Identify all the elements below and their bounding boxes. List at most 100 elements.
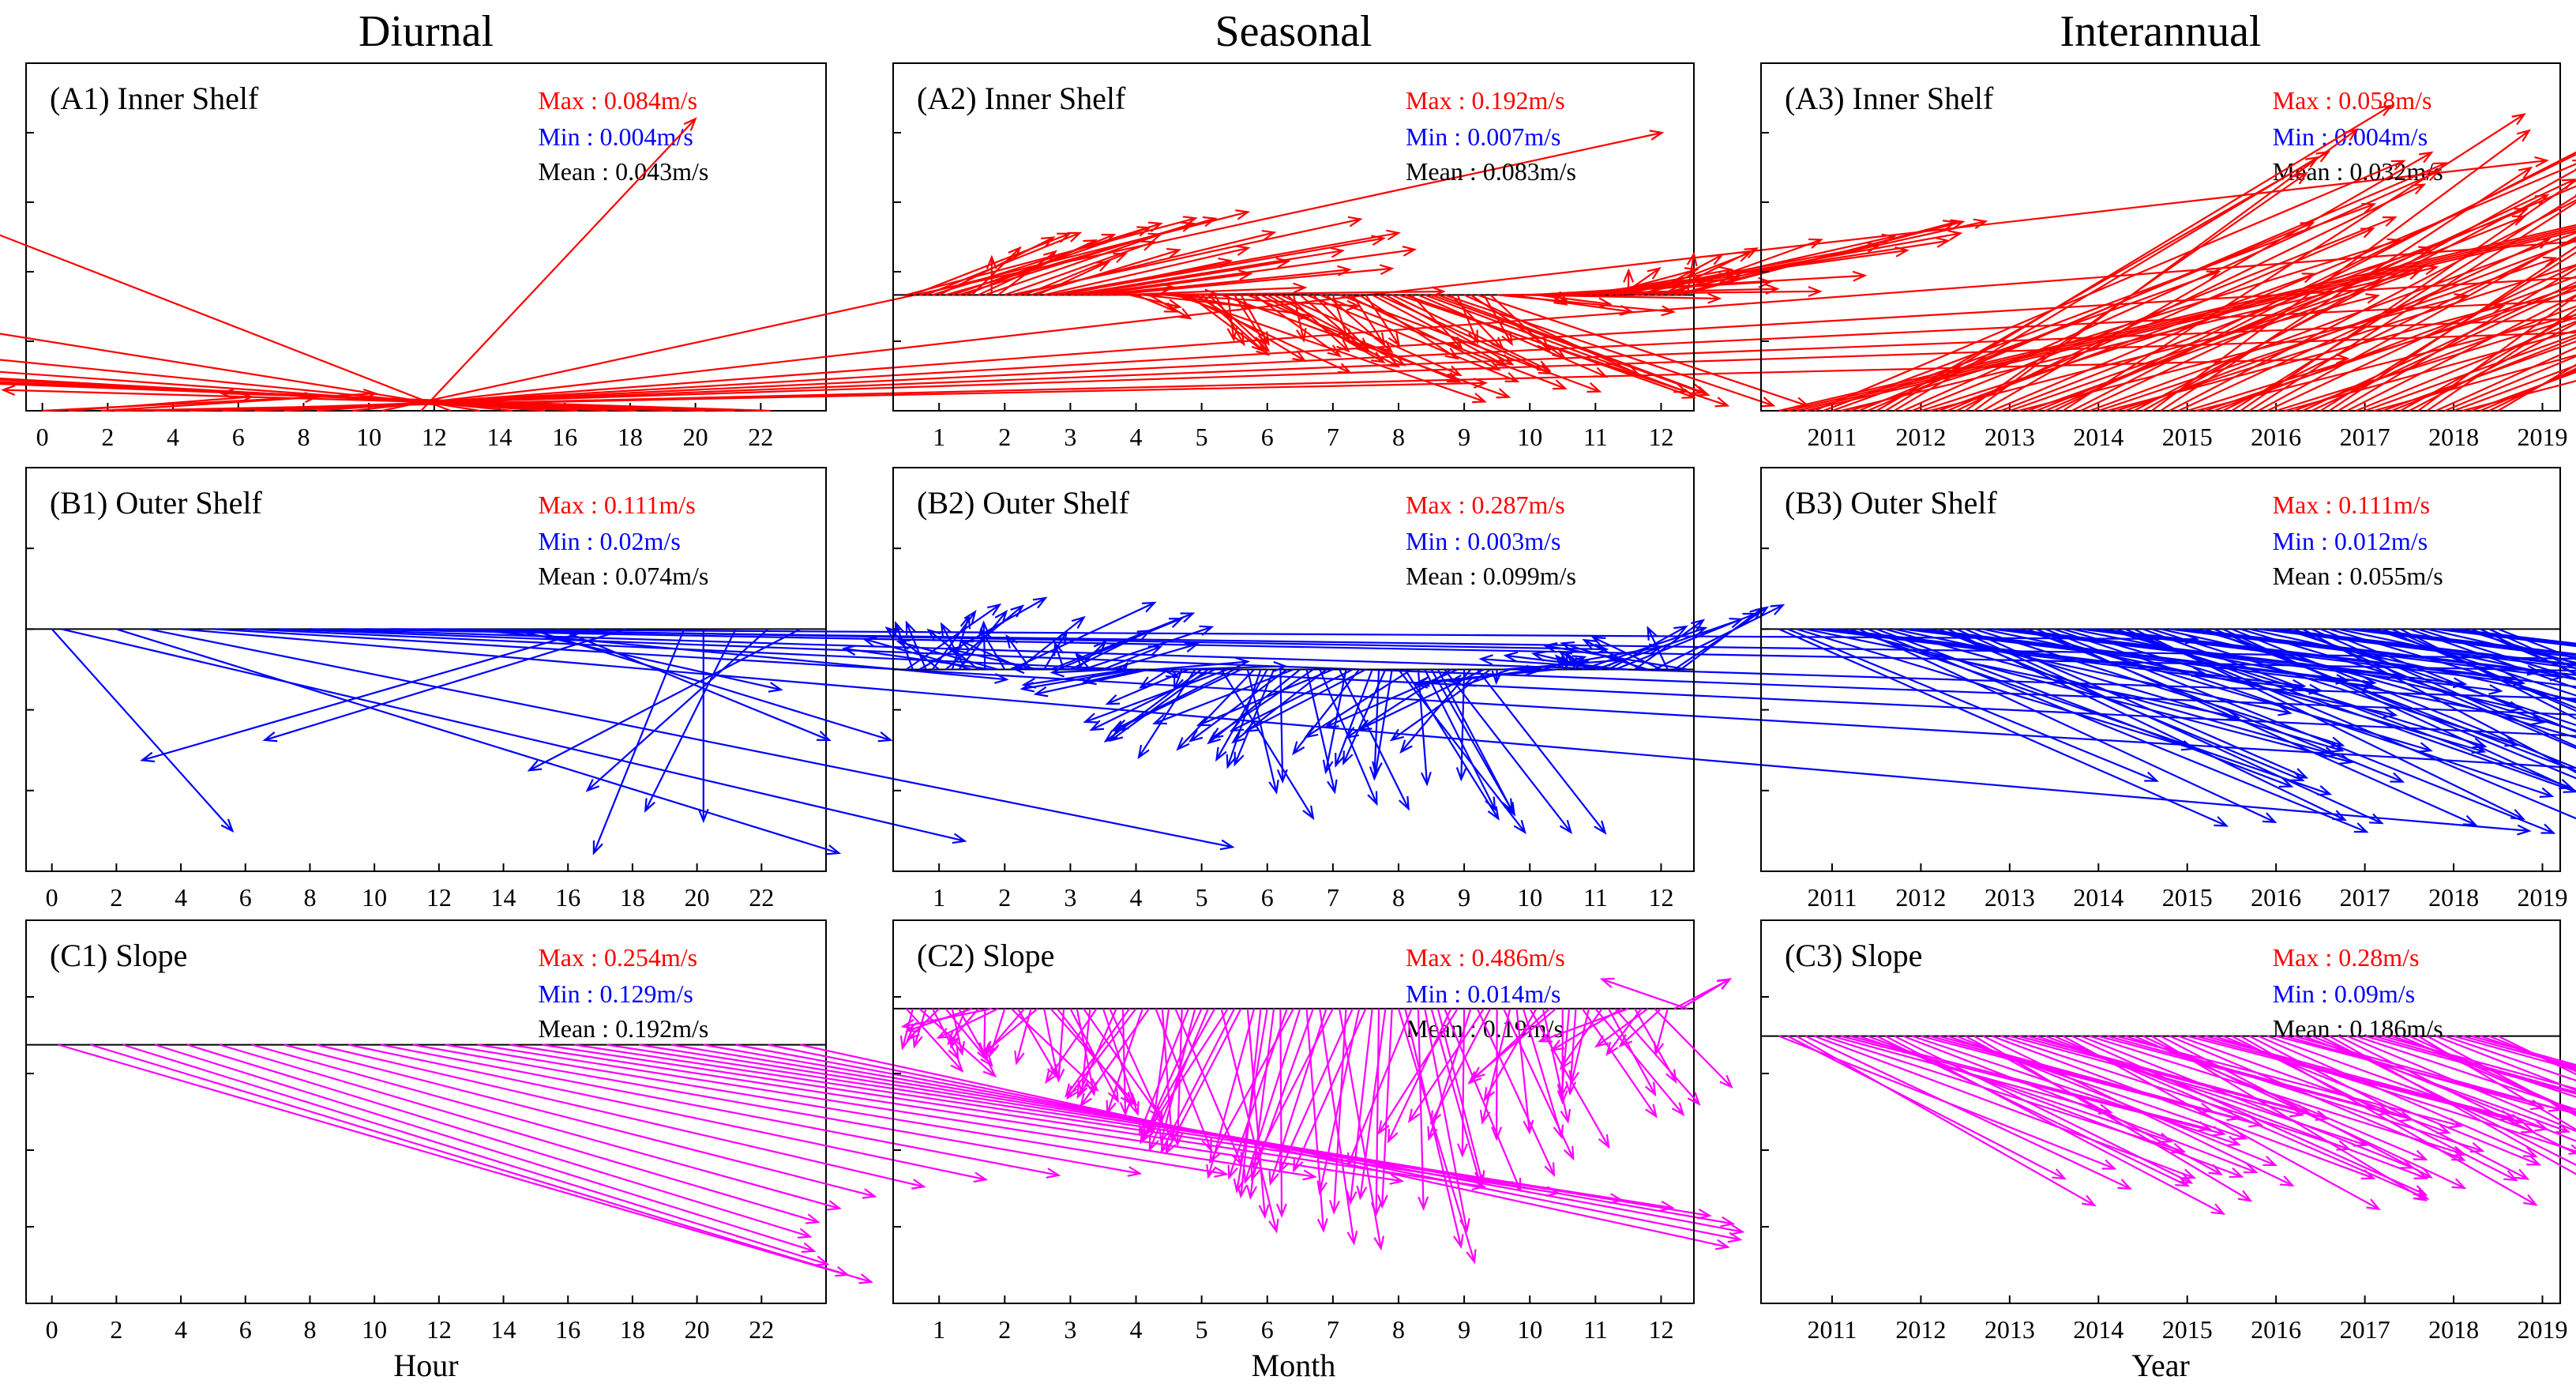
vector-arrowhead bbox=[1235, 245, 1251, 256]
x-tick-label: 22 bbox=[749, 1315, 774, 1344]
vector-arrowhead bbox=[1444, 348, 1460, 360]
current-vector bbox=[2160, 167, 2532, 412]
x-tick-label: 10 bbox=[356, 423, 381, 451]
vector-arrowhead bbox=[2082, 1194, 2097, 1207]
x-tick-label: 18 bbox=[620, 1315, 645, 1344]
current-vector bbox=[116, 628, 839, 855]
current-vector bbox=[2169, 199, 2576, 412]
current-vector bbox=[1226, 295, 1235, 340]
current-vector bbox=[2311, 628, 2576, 747]
panel-b3: 2011 2012 2013 2014 2015 2016 2017 2018 2019 (B3)… bbox=[1760, 467, 2576, 912]
current-vector bbox=[1324, 669, 1347, 773]
vector-arrowhead bbox=[1268, 780, 1279, 795]
current-vector bbox=[251, 1043, 840, 1209]
x-tick-label: 2011 bbox=[1808, 1315, 1857, 1344]
current-vector bbox=[542, 1043, 1485, 1188]
vector-arrowhead bbox=[2365, 293, 2381, 304]
vector-arrowhead bbox=[1582, 638, 1598, 651]
vector-arrowhead bbox=[896, 639, 911, 650]
vector-arrowhead bbox=[1373, 332, 1386, 348]
current-vector bbox=[2195, 314, 2576, 412]
current-vector bbox=[2409, 1035, 2576, 1113]
current-vector bbox=[1083, 626, 1212, 671]
vector-arrowhead bbox=[1292, 350, 1307, 363]
vector-arrowhead bbox=[1536, 360, 1552, 372]
current-vector bbox=[1251, 1008, 1314, 1180]
vector-set bbox=[841, 596, 1786, 835]
vector-arrowhead bbox=[1709, 254, 1725, 265]
vector-arrowhead bbox=[1399, 795, 1410, 811]
current-vector bbox=[2089, 231, 2576, 412]
vector-arrowhead bbox=[2248, 1116, 2264, 1128]
vector-arrowhead bbox=[1106, 1100, 1117, 1115]
current-vector bbox=[1456, 294, 1478, 343]
vector-arrowhead bbox=[835, 1265, 851, 1277]
current-vector bbox=[1335, 669, 1373, 766]
current-vector bbox=[2071, 151, 2576, 412]
vector-arrowhead bbox=[1559, 1055, 1572, 1071]
current-vector bbox=[2453, 1035, 2576, 1071]
vector-arrowhead bbox=[1279, 1159, 1290, 1174]
current-vector bbox=[1189, 668, 1288, 742]
vector-arrowhead bbox=[2518, 166, 2533, 179]
current-vector bbox=[2071, 1035, 2427, 1196]
current-vector bbox=[2204, 628, 2576, 773]
current-vector bbox=[1053, 643, 1065, 670]
x-tick-label: 0 bbox=[46, 883, 58, 912]
vector-arrowhead bbox=[1327, 779, 1338, 795]
current-vector bbox=[1022, 668, 1136, 690]
x-tick-label: 4 bbox=[167, 423, 179, 451]
current-vector bbox=[2497, 1035, 2576, 1076]
vector-set bbox=[58, 1043, 1745, 1284]
x-tick-label: 2019 bbox=[2518, 1315, 2568, 1344]
plot-frame bbox=[25, 919, 827, 1304]
vector-arrowhead bbox=[1513, 819, 1526, 834]
vector-arrowhead bbox=[2317, 785, 2333, 796]
vector-arrowhead bbox=[2362, 675, 2377, 687]
x-tick-label: 14 bbox=[487, 423, 513, 451]
vector-arrowhead bbox=[1229, 720, 1245, 732]
current-vector bbox=[2488, 628, 2576, 670]
x-tick-label: 14 bbox=[491, 1315, 516, 1344]
current-vector bbox=[1805, 628, 2239, 719]
current-vector bbox=[1431, 294, 1709, 396]
current-vector bbox=[1867, 162, 2446, 412]
column-title-seasonal: Seasonal bbox=[1215, 7, 1372, 56]
vector-arrowhead bbox=[1329, 1200, 1340, 1215]
vector-arrowhead bbox=[1376, 1194, 1388, 1209]
current-vector bbox=[1076, 260, 1289, 296]
current-vector bbox=[61, 628, 965, 842]
vector-arrowhead bbox=[2418, 742, 2433, 753]
vector-arrowhead bbox=[2516, 129, 2532, 142]
current-vector bbox=[1417, 1008, 1425, 1209]
vector-arrowhead bbox=[1109, 729, 1124, 743]
current-vector bbox=[1476, 1008, 1555, 1175]
current-vector bbox=[2338, 1035, 2576, 1155]
current-vector bbox=[1136, 294, 1177, 313]
vector-arrowhead bbox=[1372, 761, 1383, 776]
current-vector bbox=[2338, 268, 2576, 412]
vector-arrowhead bbox=[814, 1255, 830, 1266]
current-vector bbox=[1614, 613, 1756, 671]
x-tick-label: 2013 bbox=[1985, 1315, 2035, 1344]
x-tick-label: 4 bbox=[1130, 423, 1143, 451]
vector-arrowhead bbox=[1322, 759, 1334, 775]
current-vector bbox=[2488, 367, 2576, 412]
vector-arrowhead bbox=[1152, 714, 1167, 725]
vector-arrowhead bbox=[1593, 367, 1609, 378]
current-vector bbox=[1436, 1008, 1484, 1183]
current-vector bbox=[2391, 1035, 2576, 1098]
current-vector bbox=[1175, 665, 1286, 671]
current-vector bbox=[2435, 628, 2576, 648]
x-tick-label: 5 bbox=[1196, 423, 1208, 451]
current-vector bbox=[1102, 1008, 1139, 1115]
vector-arrowhead bbox=[1523, 1119, 1534, 1135]
vector-arrowhead bbox=[1681, 388, 1697, 399]
x-tick-label: 14 bbox=[491, 883, 516, 912]
vector-arrowhead bbox=[1556, 1084, 1568, 1099]
vector-set bbox=[1778, 628, 2576, 834]
current-vector bbox=[1595, 1008, 1649, 1047]
vector-arrowhead bbox=[797, 1228, 813, 1239]
current-vector bbox=[1162, 668, 1179, 679]
current-vector bbox=[1279, 1008, 1354, 1172]
